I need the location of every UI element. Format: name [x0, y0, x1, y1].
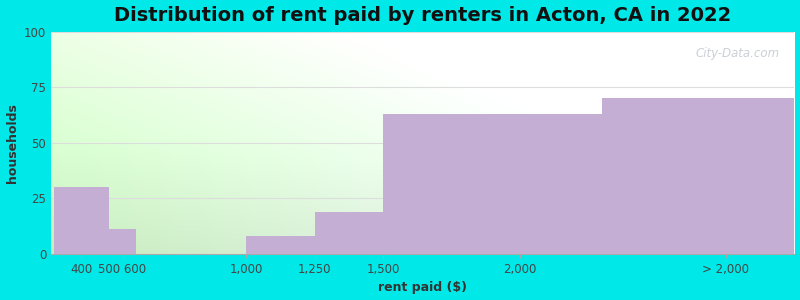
- Bar: [314, 212, 383, 254]
- Y-axis label: households: households: [6, 103, 18, 183]
- Bar: [109, 230, 136, 254]
- X-axis label: rent paid ($): rent paid ($): [378, 281, 467, 294]
- Title: Distribution of rent paid by renters in Acton, CA in 2022: Distribution of rent paid by renters in …: [114, 6, 731, 25]
- Text: City-Data.com: City-Data.com: [695, 47, 779, 60]
- Bar: [246, 236, 314, 254]
- Bar: [602, 98, 794, 254]
- Bar: [383, 114, 602, 254]
- Bar: [54, 187, 109, 254]
